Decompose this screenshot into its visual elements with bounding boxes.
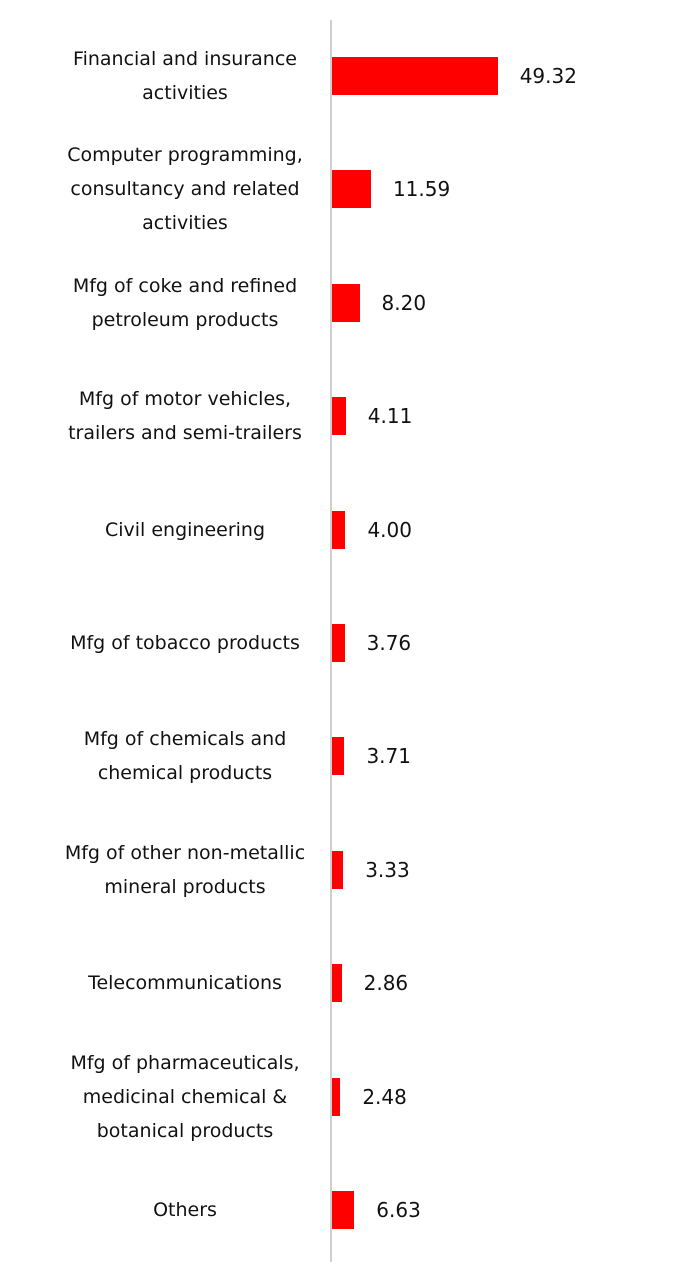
value-label: 49.32: [519, 64, 577, 88]
bar: [332, 510, 346, 549]
category-label: Civil engineering: [104, 518, 266, 541]
category-label: Mfg of coke and refined petroleum produc…: [72, 274, 298, 331]
category-label: Others: [153, 1199, 217, 1221]
category-label: Mfg of chemicals and chemical products: [83, 728, 287, 785]
value-label: 2.48: [362, 1084, 407, 1109]
bar: [332, 624, 345, 662]
bar: [332, 170, 371, 209]
bar: [332, 283, 360, 322]
value-label: 6.63: [376, 1198, 421, 1222]
category-label-box: Mfg of coke and refined petroleum produc…: [40, 248, 330, 358]
category-label-box: Telecommunications: [40, 928, 330, 1038]
category-label-box: Others: [40, 1155, 330, 1265]
value-label: 4.11: [367, 404, 413, 429]
value-label: 3.71: [366, 744, 411, 769]
category-label: Mfg of tobacco products: [70, 632, 300, 654]
category-label-box: Financial and insurance activities: [40, 21, 330, 131]
category-label: Financial and insurance activities: [73, 48, 297, 104]
value-label: 11.59: [392, 177, 451, 202]
bar: [332, 737, 345, 776]
category-label: Computer programming, consultancy and re…: [67, 144, 303, 235]
bar: [332, 850, 344, 889]
category-label-box: Mfg of pharmaceuticals, medicinal chemic…: [40, 1042, 330, 1152]
category-label: Mfg of other non-metallic mineral produc…: [64, 841, 306, 898]
bar: [332, 964, 342, 1003]
category-label-box: Mfg of motor vehicles, trailers and semi…: [40, 361, 330, 471]
category-label: Mfg of pharmaceuticals, medicinal chemic…: [70, 1051, 300, 1142]
category-label-box: Mfg of tobacco products: [40, 588, 330, 698]
category-label: Telecommunications: [88, 972, 282, 995]
axis-line: [330, 20, 332, 1262]
value-label: 3.76: [366, 631, 412, 655]
bar: [332, 397, 346, 436]
value-label: 4.00: [367, 517, 412, 542]
category-label-box: Mfg of chemicals and chemical products: [40, 701, 330, 811]
value-label: 8.20: [381, 290, 427, 315]
category-label: Mfg of motor vehicles, trailers and semi…: [68, 388, 302, 445]
category-label-box: Mfg of other non-metallic mineral produc…: [40, 815, 330, 925]
bar: [332, 1077, 341, 1116]
value-label: 3.33: [365, 857, 410, 882]
value-label: 2.86: [363, 971, 409, 996]
category-label-box: Computer programming, consultancy and re…: [40, 134, 330, 244]
bar: [332, 1191, 355, 1229]
bar: [332, 57, 498, 95]
category-label-box: Civil engineering: [40, 475, 330, 585]
